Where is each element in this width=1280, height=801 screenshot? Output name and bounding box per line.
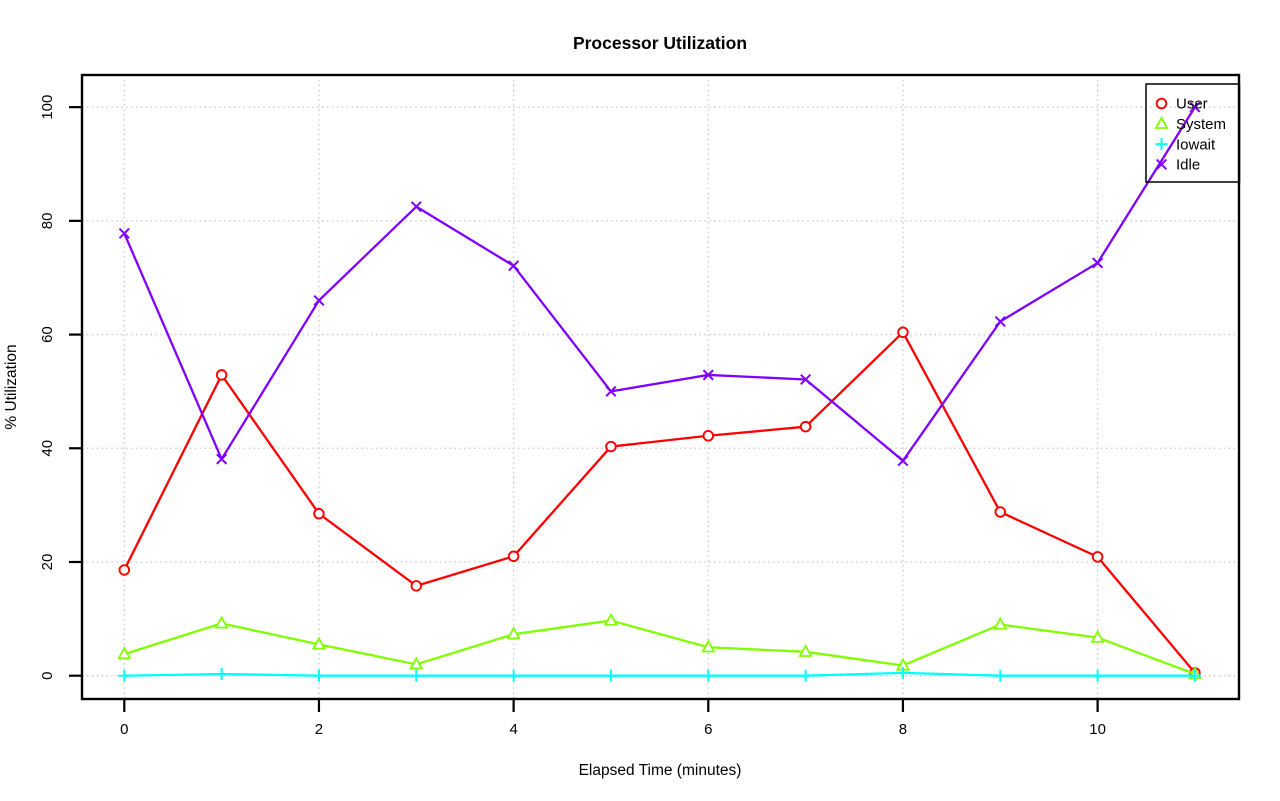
data-point-idle — [605, 385, 617, 397]
x-tick-label: 0 — [120, 721, 128, 738]
data-point-system — [993, 616, 1008, 630]
legend-marker-system — [1154, 115, 1169, 129]
data-point-idle — [313, 294, 325, 306]
x-axis-label: Elapsed Time (minutes) — [579, 762, 742, 779]
data-point-iowait — [118, 669, 131, 682]
series-user — [118, 326, 1201, 679]
data-series — [117, 101, 1203, 682]
data-point-user — [702, 430, 715, 442]
data-point-idle — [508, 260, 520, 272]
data-point-iowait — [994, 669, 1007, 682]
data-point-user — [507, 550, 520, 563]
data-point-user — [410, 580, 423, 592]
data-point-iowait — [702, 669, 715, 682]
series-line-system — [123, 619, 1197, 676]
legend-marker-user — [1155, 97, 1168, 110]
legend-marker-idle — [1155, 158, 1168, 170]
data-point-iowait — [312, 669, 325, 682]
x-tick-label: 8 — [899, 721, 907, 738]
series-line-iowait — [123, 671, 1197, 677]
data-point-idle — [1092, 257, 1104, 269]
data-point-user — [313, 507, 325, 520]
data-point-system — [506, 626, 521, 640]
data-point-user — [994, 506, 1007, 518]
data-point-idle — [800, 373, 812, 385]
legend-label-system: System — [1176, 116, 1226, 133]
legend-marker-iowait — [1155, 138, 1168, 151]
legend-label-idle: Idle — [1176, 157, 1200, 174]
data-point-iowait — [215, 667, 228, 680]
series-idle — [118, 101, 1201, 467]
plot-border — [80, 73, 1241, 701]
data-point-iowait — [507, 669, 520, 682]
series-line-idle — [123, 106, 1197, 462]
y-tick-label: 20 — [39, 554, 56, 571]
data-point-iowait — [799, 669, 812, 682]
data-point-user — [799, 420, 812, 433]
y-axis-label: % Utilization — [3, 344, 20, 429]
data-point-iowait — [1188, 669, 1201, 682]
data-point-idle — [410, 201, 422, 213]
data-point-system — [311, 636, 327, 650]
data-point-idle — [118, 227, 130, 239]
x-tick-label: 6 — [704, 721, 712, 738]
data-point-system — [214, 615, 229, 629]
legend-label-user: User — [1176, 96, 1208, 113]
x-tick-label: 10 — [1089, 721, 1106, 738]
data-point-system — [409, 656, 424, 670]
y-tick-label: 80 — [39, 213, 56, 230]
data-point-system — [603, 612, 619, 626]
data-point-system — [798, 643, 813, 657]
y-tick-label: 40 — [39, 440, 56, 457]
data-point-system — [701, 639, 716, 653]
y-tick-label: 100 — [39, 95, 56, 120]
data-point-user — [215, 369, 228, 381]
chart-title: Processor Utilization — [573, 33, 747, 53]
data-point-user — [118, 564, 131, 576]
data-point-system — [117, 646, 132, 660]
series-line-user — [123, 331, 1197, 675]
data-point-idle — [216, 453, 228, 465]
data-point-iowait — [604, 669, 617, 682]
legend: User System Iowait Idle — [1145, 83, 1241, 183]
data-point-user — [605, 440, 617, 453]
data-point-system — [1090, 629, 1105, 643]
data-point-idle — [702, 369, 714, 381]
y-tick-label: 60 — [39, 326, 56, 343]
data-point-iowait — [410, 669, 423, 682]
legend-label-iowait: Iowait — [1176, 136, 1216, 153]
series-iowait — [118, 666, 1201, 682]
data-point-idle — [1189, 101, 1201, 113]
data-point-iowait — [1091, 669, 1104, 682]
data-point-iowait — [896, 666, 909, 679]
data-point-user — [1091, 551, 1104, 563]
series-system — [117, 612, 1203, 680]
legend-box — [1145, 83, 1241, 183]
x-tick-label: 2 — [315, 721, 323, 738]
data-point-user — [897, 326, 909, 339]
x-tick-label: 4 — [509, 721, 517, 738]
data-point-idle — [897, 455, 909, 467]
data-point-idle — [994, 315, 1006, 328]
y-tick-label: 0 — [39, 672, 56, 680]
gridlines — [82, 75, 1239, 699]
